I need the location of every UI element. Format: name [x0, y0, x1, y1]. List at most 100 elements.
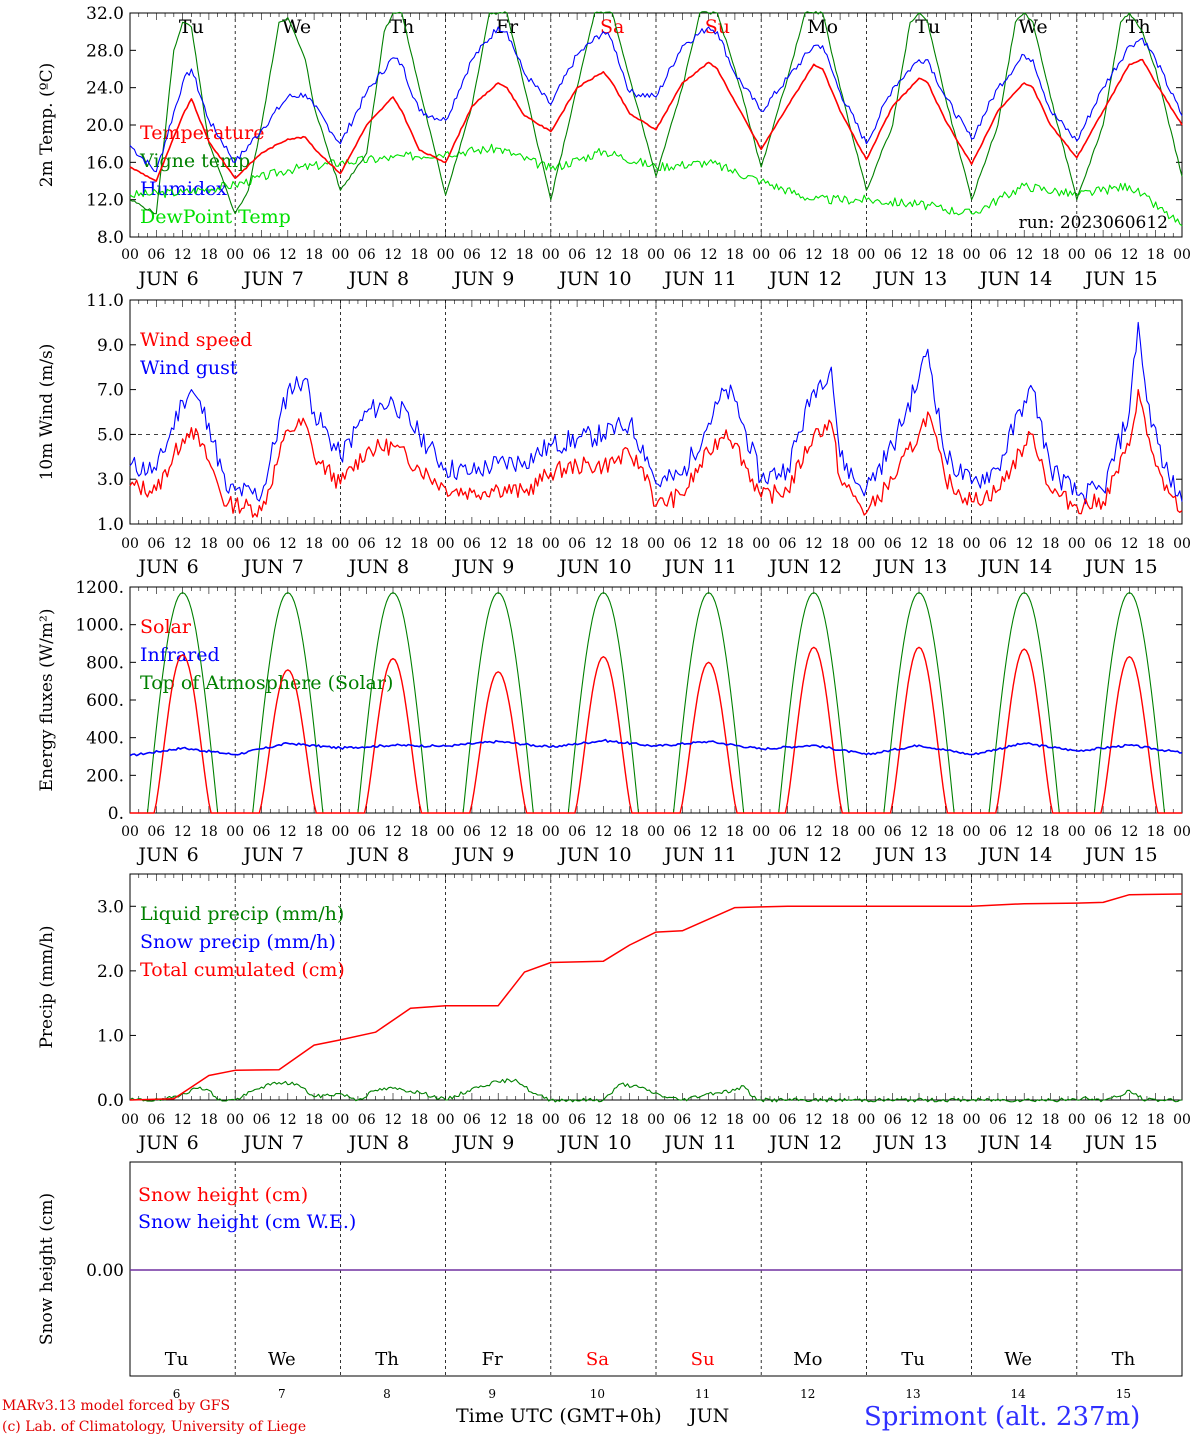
date-month-label: JUN	[347, 556, 389, 578]
date-month-label: JUN	[768, 268, 810, 290]
weekday-label: We	[1004, 1349, 1032, 1370]
panel-frame	[129, 299, 1183, 525]
hour-tick-label: 06	[147, 824, 165, 840]
date-month-label: JUN	[557, 268, 599, 290]
hour-tick-label: 06	[989, 247, 1007, 263]
date-day-label: 6	[187, 844, 199, 866]
hour-tick-label: 18	[516, 247, 534, 263]
hour-tick-label: 18	[516, 1112, 534, 1128]
weekday-label: We	[1018, 16, 1047, 38]
date-month-label: JUN	[768, 556, 810, 578]
hour-tick-label: 00	[1068, 247, 1086, 263]
date-day-label: 8	[397, 556, 409, 578]
hour-tick-label: 00	[1173, 247, 1191, 263]
hour-tick-label: 18	[1147, 1112, 1165, 1128]
hour-tick-label: 18	[936, 247, 954, 263]
hour-tick-label: 00	[121, 536, 139, 552]
hour-tick-label: 18	[1147, 247, 1165, 263]
hour-tick-label: 12	[594, 536, 612, 552]
y-axis-label: Energy fluxes (W/m²)	[37, 609, 57, 792]
hour-tick-label: 12	[489, 536, 507, 552]
hour-tick-label: 00	[752, 824, 770, 840]
date-day-label: 6	[187, 1132, 199, 1154]
date-day-label: 8	[397, 1132, 409, 1154]
weekday-label: Th	[1126, 16, 1151, 38]
y-tick-label: 400.	[86, 729, 124, 749]
hour-tick-label: 12	[384, 824, 402, 840]
day-number-label: 11	[695, 1387, 710, 1401]
hour-tick-label: 18	[831, 824, 849, 840]
hour-tick-label: 12	[384, 1112, 402, 1128]
hour-tick-label: 18	[726, 1112, 744, 1128]
y-tick-label: 28.0	[86, 41, 124, 61]
hour-tick-label: 00	[1068, 536, 1086, 552]
hour-tick-label: 00	[437, 247, 455, 263]
date-month-label: JUN	[978, 1132, 1020, 1154]
weekday-label: Th	[1112, 1349, 1136, 1370]
hour-tick-label: 18	[831, 536, 849, 552]
date-day-label: 13	[923, 844, 947, 866]
y-tick-label: 3.0	[97, 470, 124, 490]
date-day-label: 11	[713, 844, 737, 866]
y-axis-label: 10m Wind (m/s)	[37, 344, 57, 481]
hour-tick-label: 18	[200, 247, 218, 263]
hour-tick-label: 00	[1068, 1112, 1086, 1128]
day-number-label: 7	[278, 1387, 286, 1401]
hour-tick-label: 00	[331, 247, 349, 263]
date-month-label: JUN	[347, 1132, 389, 1154]
time-axis: 00 06 12 18 JUN 6 00 06 12 18 JUN 7 00 06 12 18 JUN 8 0…	[121, 247, 1191, 290]
date-day-label: 8	[397, 844, 409, 866]
hour-tick-label: 00	[963, 536, 981, 552]
hour-tick-label: 18	[1042, 1112, 1060, 1128]
hour-tick-label: 06	[568, 247, 586, 263]
hour-tick-label: 06	[147, 536, 165, 552]
hour-tick-label: 06	[358, 1112, 376, 1128]
weekday-label: Tu	[901, 1349, 925, 1370]
weekday-label: Th	[375, 1349, 399, 1370]
date-day-label: 10	[607, 556, 631, 578]
hour-tick-label: 06	[1094, 824, 1112, 840]
date-month-label: JUN	[873, 844, 915, 866]
date-day-label: 15	[1133, 556, 1157, 578]
footer-month: JUN	[689, 1405, 730, 1427]
y-tick-label: 20.0	[86, 116, 124, 136]
hour-tick-label: 12	[805, 1112, 823, 1128]
liquid-precip-line	[129, 1078, 1183, 1103]
date-day-label: 7	[292, 556, 304, 578]
hour-tick-label: 12	[700, 824, 718, 840]
hour-tick-label: 18	[936, 536, 954, 552]
hour-tick-label: 06	[989, 824, 1007, 840]
hour-tick-label: 00	[226, 247, 244, 263]
hour-tick-label: 06	[463, 536, 481, 552]
hour-tick-label: 00	[963, 824, 981, 840]
date-day-label: 15	[1133, 844, 1157, 866]
panel-wind: 10m Wind (m/s) 1.0 3.0 5.0 7.0 9.0 11.0 Wind sp…	[37, 291, 1183, 535]
hour-tick-label: 06	[568, 536, 586, 552]
date-month-label: JUN	[978, 556, 1020, 578]
date-month-label: JUN	[768, 844, 810, 866]
hour-tick-label: 06	[463, 824, 481, 840]
vigne-temp-line	[129, 11, 1183, 215]
hour-tick-label: 06	[673, 824, 691, 840]
hour-tick-label: 06	[779, 247, 797, 263]
y-axis-label: Precip (mm/h)	[37, 925, 57, 1048]
hour-tick-label: 18	[305, 824, 323, 840]
y-tick-label: 24.0	[86, 79, 124, 99]
hour-tick-label: 12	[1120, 536, 1138, 552]
wind-speed-line	[129, 388, 1183, 518]
weekday-label: Mo	[793, 1349, 822, 1370]
hour-tick-label: 06	[463, 247, 481, 263]
weekday-label: Th	[389, 16, 414, 38]
day-number-label: 15	[1116, 1387, 1131, 1401]
date-month-label: JUN	[136, 1132, 178, 1154]
panel-precip: Precip (mm/h) 0.0 1.0 2.0 3.0 Liquid precip (…	[37, 873, 1183, 1111]
hour-tick-label: 18	[1042, 824, 1060, 840]
hour-tick-label: 00	[331, 824, 349, 840]
hour-tick-label: 06	[463, 1112, 481, 1128]
time-axis-label: Time UTC (GMT+0h)	[456, 1405, 662, 1427]
hour-tick-label: 06	[147, 247, 165, 263]
date-month-label: JUN	[242, 556, 284, 578]
hour-tick-label: 00	[647, 824, 665, 840]
hour-tick-label: 18	[621, 824, 639, 840]
date-day-label: 13	[923, 1132, 947, 1154]
